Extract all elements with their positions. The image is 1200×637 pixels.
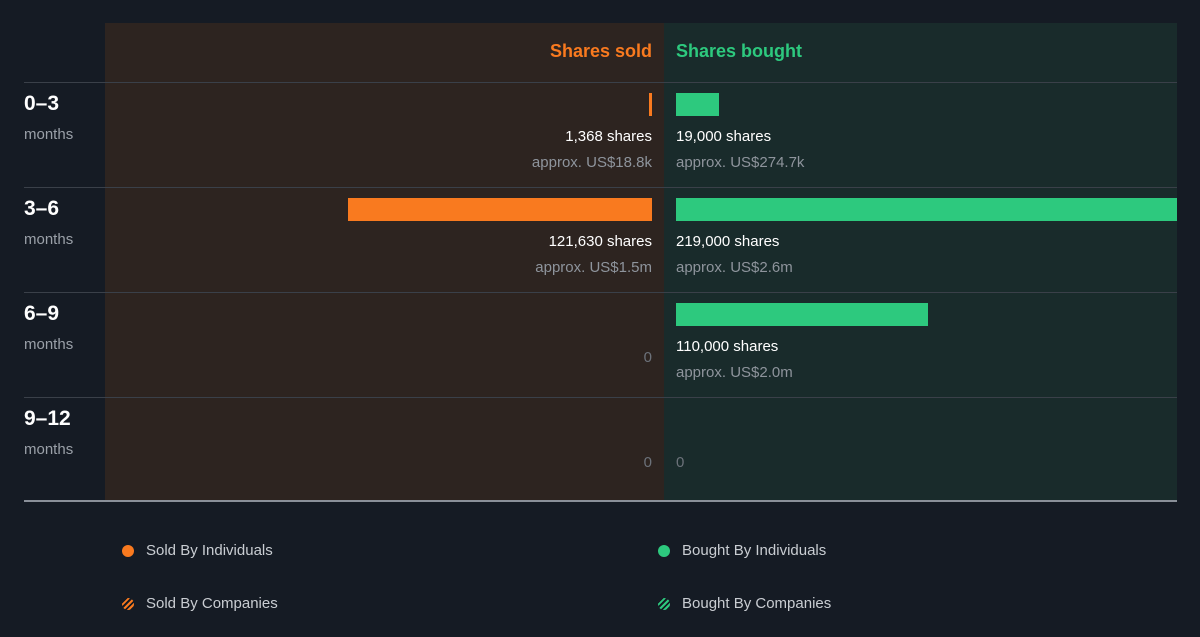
period-unit-label: months — [24, 441, 74, 458]
green-dot-icon — [658, 545, 670, 557]
bought-zero-label: 0 — [676, 454, 685, 471]
row-divider — [24, 292, 1177, 293]
period-label: 3–6 — [24, 197, 60, 220]
legend-label: Bought By Individuals — [682, 542, 827, 559]
period-unit-label: months — [24, 336, 74, 353]
row-divider — [24, 187, 1177, 188]
orange-dot-icon — [122, 545, 134, 557]
sold-bar — [649, 93, 652, 116]
row-divider — [24, 82, 1177, 83]
period-unit-label: months — [24, 231, 74, 248]
row-divider — [24, 397, 1177, 398]
period-label: 6–9 — [24, 302, 60, 325]
sold-shares-label: 121,630 shares — [548, 233, 652, 250]
sold-zero-label: 0 — [643, 349, 652, 366]
legend-label: Sold By Individuals — [146, 542, 273, 559]
bought-value-label: approx. US$2.0m — [676, 364, 793, 381]
sold-shares-label: 1,368 shares — [565, 128, 652, 145]
bought-shares-label: 219,000 shares — [676, 233, 780, 250]
bought-shares-label: 110,000 shares — [676, 338, 779, 355]
bought-value-label: approx. US$2.6m — [676, 259, 793, 276]
period-unit-label: months — [24, 126, 74, 143]
shares-bought-header: Shares bought — [676, 41, 803, 61]
shares-bought-panel — [664, 23, 1177, 501]
legend-label: Sold By Companies — [146, 595, 278, 612]
bought-bar — [676, 93, 719, 116]
bought-shares-label: 19,000 shares — [676, 128, 772, 145]
bought-value-label: approx. US$274.7k — [676, 154, 805, 171]
period-label: 9–12 — [24, 407, 71, 430]
sold-bar — [348, 198, 652, 221]
sold-value-label: approx. US$1.5m — [535, 259, 652, 276]
bought-bar — [676, 198, 1177, 221]
bought-bar — [676, 303, 928, 326]
sold-zero-label: 0 — [643, 454, 652, 471]
period-label: 0–3 — [24, 92, 60, 115]
legend-label: Bought By Companies — [682, 595, 832, 612]
green-striped-dot-icon — [658, 598, 670, 610]
sold-value-label: approx. US$18.8k — [531, 154, 652, 171]
shares-sold-header: Shares sold — [549, 41, 652, 61]
orange-striped-dot-icon — [122, 598, 134, 610]
chart-baseline — [24, 500, 1177, 502]
shares-sold-panel — [105, 23, 664, 501]
